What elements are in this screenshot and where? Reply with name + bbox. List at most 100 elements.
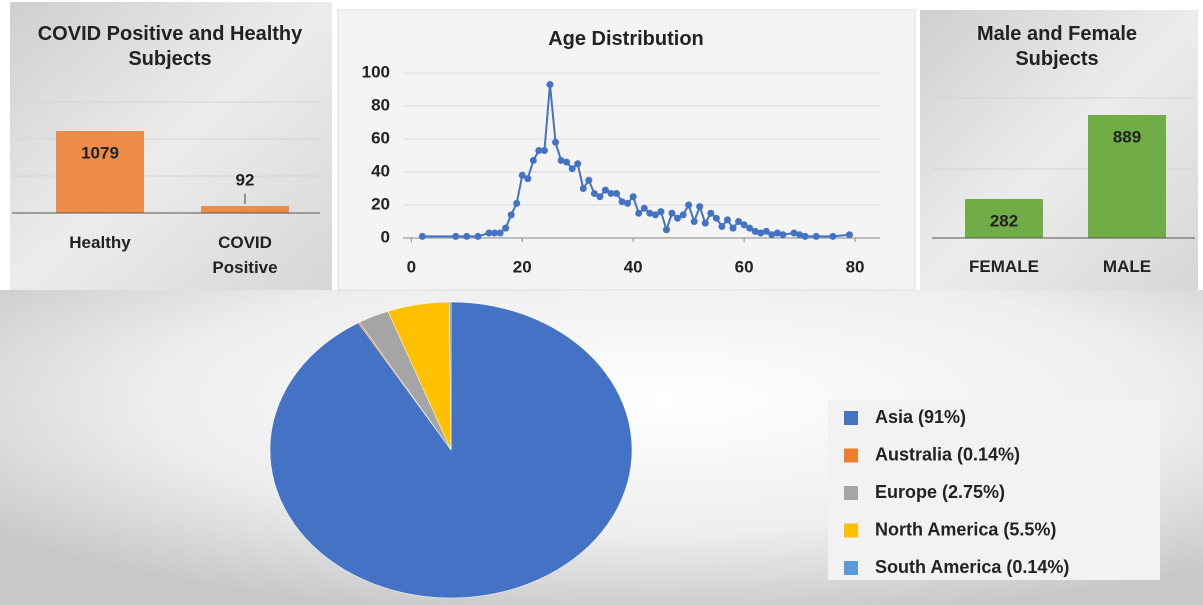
- marker: [740, 221, 748, 229]
- y-tick-label: 60: [371, 128, 390, 147]
- marker: [674, 214, 682, 222]
- data-label: 1079: [81, 143, 119, 162]
- marker: [845, 231, 853, 239]
- chart-title: Male and Female Subjects: [976, 23, 1138, 70]
- marker: [491, 229, 499, 237]
- marker: [540, 147, 548, 155]
- marker: [607, 189, 615, 197]
- marker: [685, 201, 693, 209]
- x-tick-label: 60: [735, 257, 754, 276]
- marker: [746, 224, 754, 232]
- legend-label: Australia (0.14%): [875, 444, 1020, 464]
- x-tick-label: Healthy: [69, 233, 131, 252]
- marker: [452, 232, 460, 240]
- bar: [56, 131, 144, 213]
- marker: [624, 199, 632, 207]
- bar: [965, 198, 1043, 238]
- marker: [668, 209, 676, 217]
- marker: [529, 156, 537, 164]
- x-tick-label: COVID Positive: [212, 233, 278, 277]
- marker: [524, 175, 532, 183]
- marker: [574, 160, 582, 168]
- marker: [635, 209, 643, 217]
- marker: [773, 229, 781, 237]
- marker: [568, 165, 576, 173]
- x-tick-label: 0: [407, 257, 416, 276]
- marker: [723, 216, 731, 224]
- marker: [629, 193, 637, 201]
- marker: [613, 189, 621, 197]
- legend-swatch: [844, 411, 858, 425]
- marker: [507, 211, 515, 219]
- pie-slice: [449, 301, 452, 451]
- marker: [718, 222, 726, 230]
- bar: [1088, 115, 1166, 238]
- panel: [337, 9, 916, 291]
- marker: [751, 227, 759, 235]
- x-tick-label: 20: [513, 257, 532, 276]
- marker: [474, 232, 482, 240]
- marker: [596, 193, 604, 201]
- x-tick-label: 80: [846, 257, 865, 276]
- marker: [762, 227, 770, 235]
- legend-label: South America (0.14%): [875, 557, 1069, 577]
- marker: [585, 176, 593, 184]
- marker: [707, 209, 715, 217]
- x-tick-label: 40: [624, 257, 643, 276]
- bar: [201, 206, 289, 213]
- marker: [513, 199, 521, 207]
- legend-swatch: [844, 486, 858, 500]
- marker: [690, 218, 698, 225]
- marker: [418, 232, 426, 240]
- marker: [829, 232, 837, 240]
- marker: [485, 229, 493, 237]
- marker: [651, 211, 659, 219]
- marker: [768, 231, 776, 239]
- marker: [552, 138, 560, 146]
- legend-label: North America (5.5%): [875, 519, 1056, 539]
- marker: [557, 156, 565, 164]
- marker: [640, 204, 648, 212]
- legend-box: [828, 400, 1160, 580]
- marker: [796, 231, 804, 239]
- chart-title: COVID Positive and Healthy Subjects: [37, 23, 303, 70]
- data-label: 92: [236, 170, 255, 189]
- marker: [546, 81, 554, 89]
- x-tick-label: MALE: [1102, 257, 1152, 276]
- chart-title: Age Distribution: [548, 28, 704, 50]
- marker: [735, 218, 743, 225]
- legend-label: Asia (91%): [875, 407, 966, 427]
- marker: [579, 185, 587, 192]
- marker: [662, 226, 670, 234]
- marker: [757, 229, 765, 237]
- marker: [679, 211, 687, 219]
- marker: [618, 198, 626, 206]
- marker: [463, 232, 471, 240]
- marker: [657, 208, 665, 216]
- marker: [712, 214, 720, 222]
- legend-swatch: [844, 523, 858, 538]
- y-tick-label: 20: [371, 194, 390, 213]
- marker: [696, 203, 704, 211]
- legend-swatch: [844, 448, 858, 463]
- legend-swatch: [844, 561, 858, 575]
- data-label: 282: [990, 211, 1018, 230]
- legend-label: Europe (2.75%): [875, 482, 1005, 502]
- y-tick-label: 100: [362, 62, 390, 81]
- marker: [790, 229, 798, 237]
- marker: [646, 209, 654, 217]
- marker: [729, 224, 737, 232]
- y-tick-label: 40: [371, 161, 390, 180]
- marker: [535, 147, 543, 155]
- marker: [601, 186, 609, 194]
- data-label: 889: [1113, 127, 1141, 146]
- marker: [590, 189, 598, 197]
- marker: [518, 171, 526, 179]
- y-tick-label: 80: [371, 95, 390, 114]
- x-tick-label: FEMALE: [969, 257, 1039, 276]
- marker: [812, 232, 820, 240]
- y-tick-label: 0: [381, 227, 390, 246]
- marker: [701, 219, 709, 227]
